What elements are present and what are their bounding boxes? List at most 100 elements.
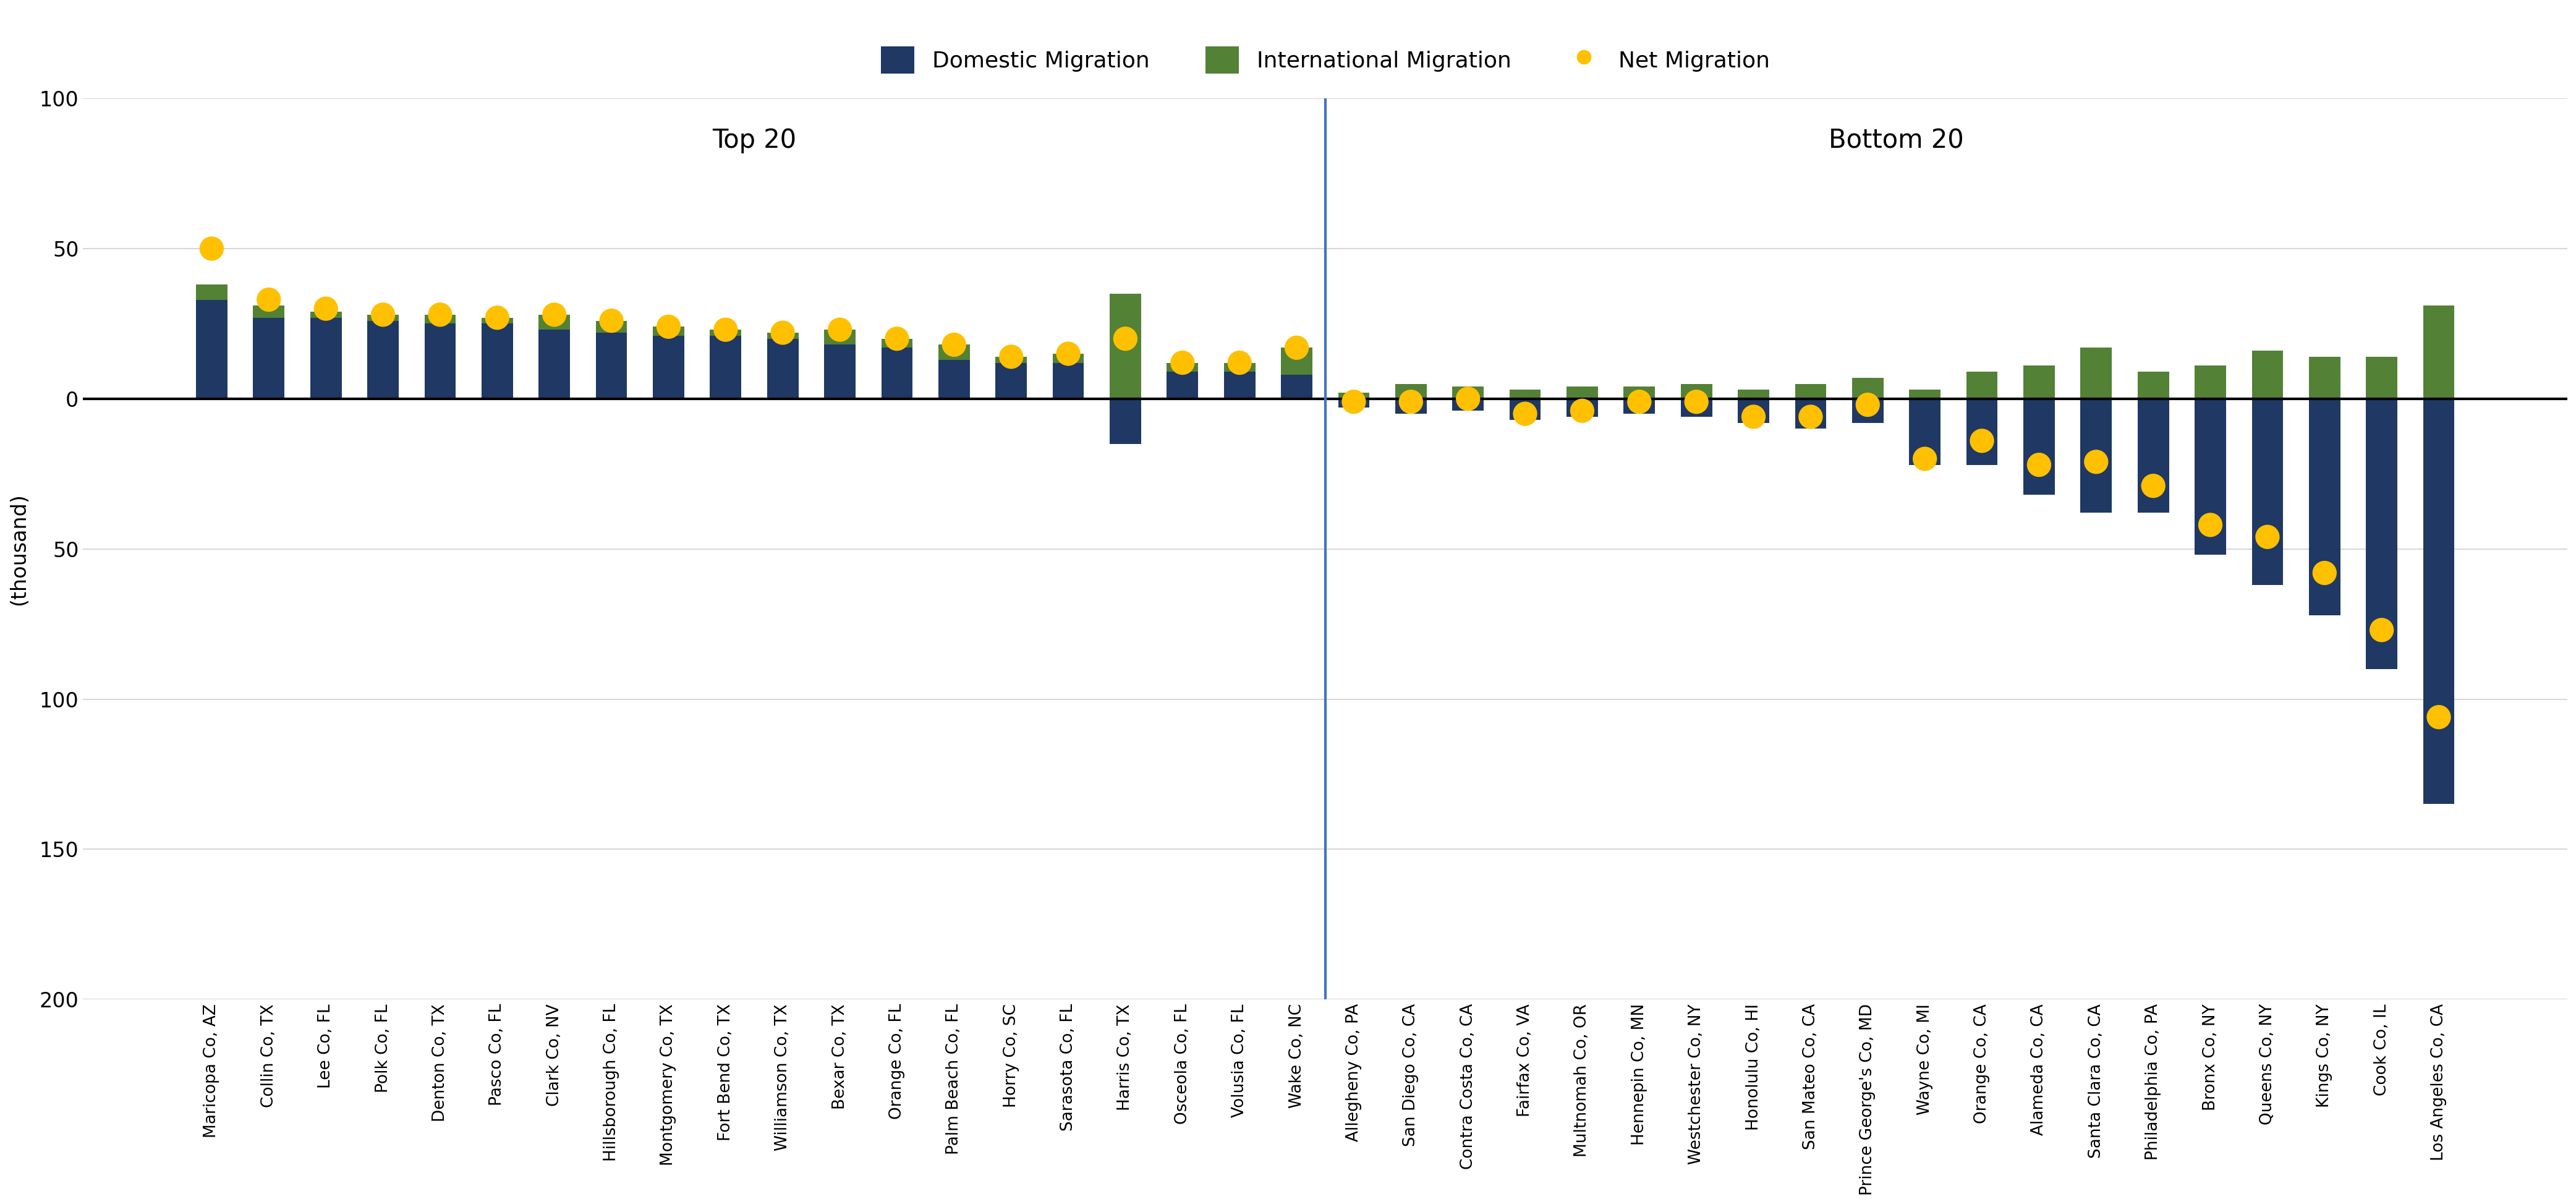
Bar	[881, 338, 912, 348]
Bar	[1110, 294, 1141, 399]
Point	[1162, 353, 1203, 372]
Bar	[2195, 399, 2226, 555]
Point	[420, 305, 461, 324]
Point	[1391, 393, 1432, 412]
Bar	[368, 314, 399, 320]
Legend: Domestic Migration, International Migration, Net Migration: Domestic Migration, International Migrat…	[881, 47, 1770, 73]
Point	[762, 323, 804, 342]
Bar	[711, 336, 742, 399]
Bar	[768, 332, 799, 338]
Bar	[1396, 399, 1427, 414]
Bar	[768, 338, 799, 399]
Point	[1334, 393, 1376, 412]
Bar	[2022, 399, 2056, 495]
Point	[2419, 708, 2460, 727]
Bar	[252, 306, 283, 318]
Point	[1734, 407, 1775, 426]
Point	[1960, 431, 2002, 450]
Bar	[881, 348, 912, 399]
Text: Top 20: Top 20	[711, 128, 796, 153]
Bar	[1739, 390, 1770, 399]
Bar	[1453, 399, 1484, 411]
Bar	[1224, 362, 1255, 372]
Bar	[824, 344, 855, 399]
Bar	[652, 326, 685, 336]
Point	[876, 329, 917, 348]
Bar	[1224, 372, 1255, 399]
Bar	[1795, 384, 1826, 399]
Bar	[252, 318, 283, 399]
Bar	[1566, 386, 1597, 399]
Point	[933, 335, 974, 354]
Bar	[1566, 399, 1597, 417]
Bar	[1680, 399, 1713, 417]
Bar	[595, 320, 626, 332]
Point	[2303, 563, 2344, 583]
Bar	[2308, 356, 2339, 399]
Bar	[1337, 399, 1370, 408]
Bar	[711, 330, 742, 336]
Bar	[309, 318, 343, 399]
Point	[477, 308, 518, 327]
Bar	[1852, 399, 1883, 423]
Bar	[824, 330, 855, 344]
Point	[1105, 329, 1146, 348]
Bar	[938, 360, 969, 399]
Point	[2076, 453, 2117, 472]
Bar	[994, 356, 1028, 362]
Point	[1048, 344, 1090, 364]
Point	[2190, 515, 2231, 535]
Bar	[1110, 399, 1141, 444]
Bar	[1680, 384, 1713, 399]
Point	[1561, 401, 1602, 420]
Bar	[425, 324, 456, 399]
Bar	[1852, 378, 1883, 399]
Point	[307, 299, 348, 318]
Point	[992, 347, 1033, 366]
Point	[706, 320, 747, 340]
Point	[590, 311, 631, 330]
Point	[363, 305, 404, 324]
Bar	[1280, 374, 1311, 399]
Point	[1904, 449, 1945, 468]
Text: Bottom 20: Bottom 20	[1829, 128, 1963, 153]
Bar	[652, 336, 685, 399]
Point	[2246, 527, 2287, 547]
Point	[2133, 477, 2174, 496]
Point	[2362, 620, 2403, 639]
Bar	[1510, 390, 1540, 399]
Bar	[994, 362, 1028, 399]
Bar	[2138, 399, 2169, 513]
Bar	[595, 332, 626, 399]
Bar	[2195, 366, 2226, 399]
Bar	[2308, 399, 2339, 615]
Point	[191, 238, 232, 258]
Bar	[2424, 306, 2455, 399]
Point	[819, 320, 860, 340]
Bar	[1623, 399, 1654, 414]
Point	[2020, 455, 2061, 474]
Bar	[2365, 399, 2398, 669]
Point	[1275, 338, 1316, 358]
Bar	[538, 314, 569, 330]
Point	[649, 317, 690, 336]
Bar	[1510, 399, 1540, 420]
Bar	[1167, 362, 1198, 372]
Point	[1504, 405, 1546, 424]
Bar	[1739, 399, 1770, 423]
Bar	[1167, 372, 1198, 399]
Bar	[1965, 372, 1996, 399]
Point	[1790, 407, 1832, 426]
Bar	[196, 284, 227, 300]
Point	[533, 305, 574, 324]
Bar	[1337, 393, 1370, 399]
Point	[247, 290, 289, 309]
Point	[1618, 393, 1659, 412]
Point	[1448, 389, 1489, 408]
Bar	[1396, 384, 1427, 399]
Bar	[2251, 350, 2282, 399]
Bar	[368, 320, 399, 399]
Bar	[2081, 348, 2112, 399]
Bar	[1623, 386, 1654, 399]
Bar	[2138, 372, 2169, 399]
